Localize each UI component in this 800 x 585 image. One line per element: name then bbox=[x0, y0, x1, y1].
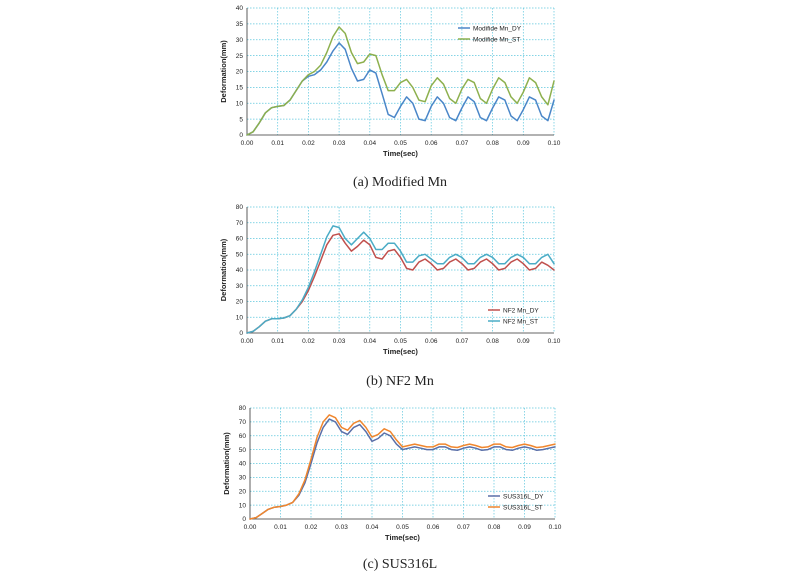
y-tick-label: 35 bbox=[236, 21, 244, 28]
y-tick-label: 40 bbox=[239, 461, 247, 468]
x-tick-label: 0.00 bbox=[244, 524, 257, 531]
legend: NF2 Mn_DY NF2 Mn_ST bbox=[488, 307, 539, 325]
x-tick-label: 0.09 bbox=[517, 338, 530, 345]
x-tick-label: 0.08 bbox=[488, 524, 501, 531]
y-tick-label: 60 bbox=[239, 433, 247, 440]
y-tick-label: 10 bbox=[236, 100, 244, 107]
y-axis-title: Deformation(mm) bbox=[219, 40, 228, 103]
x-tick-label: 0.10 bbox=[548, 338, 561, 345]
y-tick-label: 70 bbox=[239, 419, 247, 426]
x-axis-title: Time(sec) bbox=[383, 149, 418, 158]
x-axis-title: Time(sec) bbox=[383, 347, 418, 356]
chart-3: 0 10 20 30 40 50 60 70 80 0.00 0.01 0.02 0.03 0.04 0.0… bbox=[222, 405, 562, 572]
x-tick-label: 0.03 bbox=[333, 140, 346, 147]
figure-caption: (b) NF2 Mn bbox=[366, 374, 434, 389]
x-tick-label: 0.04 bbox=[363, 338, 376, 345]
y-tick-label: 60 bbox=[236, 236, 244, 243]
figure-caption: (c) SUS316L bbox=[363, 557, 437, 572]
y-tick-label: 20 bbox=[239, 488, 247, 495]
y-tick-label: 20 bbox=[236, 69, 244, 76]
y-tick-label: 50 bbox=[236, 251, 244, 258]
x-tick-label: 0.04 bbox=[366, 524, 379, 531]
legend-label: SUS316L_ST bbox=[503, 504, 543, 511]
y-tick-label: 5 bbox=[239, 116, 243, 123]
legend-label: Modifide Mn_ST bbox=[473, 36, 520, 43]
y-axis-title: Deformation(mm) bbox=[219, 238, 228, 301]
x-tick-label: 0.05 bbox=[394, 338, 407, 345]
x-tick-label: 0.05 bbox=[396, 524, 409, 531]
x-tick-label: 0.03 bbox=[333, 338, 346, 345]
series-line-1 bbox=[249, 418, 556, 520]
y-tick-label: 80 bbox=[239, 405, 247, 412]
chart-1: 0 5 10 15 20 25 30 35 40 0.00 0.01 0.02 0.03 0.04 0.05… bbox=[219, 5, 561, 190]
figure-caption: (a) Modified Mn bbox=[353, 175, 447, 190]
y-tick-label: 30 bbox=[236, 37, 244, 44]
x-axis-title: Time(sec) bbox=[385, 533, 420, 542]
y-tick-label: 30 bbox=[236, 283, 244, 290]
x-tick-label: 0.01 bbox=[271, 338, 284, 345]
x-tick-label: 0.07 bbox=[456, 140, 469, 147]
y-tick-label: 0 bbox=[239, 330, 243, 337]
y-axis-title: Deformation(mm) bbox=[222, 432, 231, 495]
y-tick-label: 15 bbox=[236, 85, 244, 92]
x-tick-label: 0.09 bbox=[517, 140, 530, 147]
y-tick-label: 0 bbox=[242, 516, 246, 523]
x-tick-label: 0.07 bbox=[456, 338, 469, 345]
x-tick-label: 0.10 bbox=[549, 524, 562, 531]
x-tick-label: 0.09 bbox=[518, 524, 531, 531]
y-tick-label: 70 bbox=[236, 220, 244, 227]
legend: Modifide Mn_DY Modifide Mn_ST bbox=[458, 25, 522, 43]
x-tick-label: 0.10 bbox=[548, 140, 561, 147]
series-line-2 bbox=[249, 414, 556, 520]
series-line-2 bbox=[246, 26, 555, 136]
x-tick-label: 0.03 bbox=[335, 524, 348, 531]
x-tick-label: 0.00 bbox=[241, 338, 254, 345]
legend-label: NF2 Mn_DY bbox=[503, 307, 539, 314]
legend-label: NF2 Mn_ST bbox=[503, 318, 538, 325]
legend-label: SUS316L_DY bbox=[503, 493, 544, 500]
x-tick-label: 0.08 bbox=[486, 140, 499, 147]
x-tick-label: 0.06 bbox=[427, 524, 440, 531]
x-tick-label: 0.02 bbox=[302, 338, 315, 345]
y-tick-label: 80 bbox=[236, 204, 244, 211]
x-tick-label: 0.01 bbox=[274, 524, 287, 531]
x-tick-label: 0.01 bbox=[271, 140, 284, 147]
x-tick-label: 0.02 bbox=[302, 140, 315, 147]
legend: SUS316L_DY SUS316L_ST bbox=[488, 493, 544, 511]
series-line-2 bbox=[246, 225, 555, 334]
legend-label: Modifide Mn_DY bbox=[473, 25, 522, 32]
x-tick-label: 0.00 bbox=[241, 140, 254, 147]
x-tick-label: 0.04 bbox=[363, 140, 376, 147]
y-tick-label: 0 bbox=[239, 132, 243, 139]
y-tick-label: 25 bbox=[236, 53, 244, 60]
y-tick-label: 20 bbox=[236, 299, 244, 306]
x-tick-label: 0.02 bbox=[305, 524, 318, 531]
y-tick-label: 40 bbox=[236, 267, 244, 274]
x-tick-label: 0.06 bbox=[425, 338, 438, 345]
x-tick-label: 0.05 bbox=[394, 140, 407, 147]
y-tick-label: 10 bbox=[239, 502, 247, 509]
y-tick-label: 30 bbox=[239, 475, 247, 482]
y-tick-label: 50 bbox=[239, 447, 247, 454]
chart-2: 0 10 20 30 40 50 60 70 80 0.00 0.01 0.02 0.03 0.04 0.0… bbox=[219, 204, 561, 389]
y-tick-label: 40 bbox=[236, 5, 244, 12]
y-tick-label: 10 bbox=[236, 314, 244, 321]
x-tick-label: 0.06 bbox=[425, 140, 438, 147]
x-tick-label: 0.07 bbox=[457, 524, 470, 531]
x-tick-label: 0.08 bbox=[486, 338, 499, 345]
